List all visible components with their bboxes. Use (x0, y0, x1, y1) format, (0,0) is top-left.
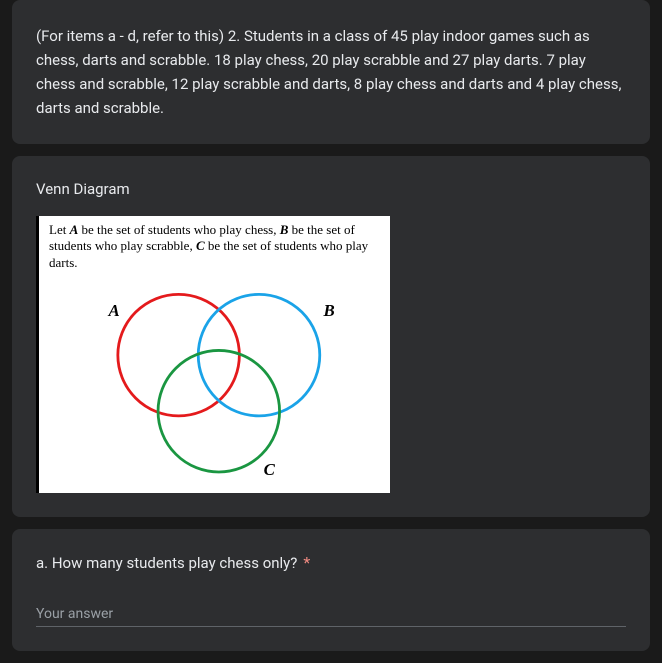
venn-circle-a (118, 294, 240, 416)
venn-desc-p1: Let (49, 222, 70, 237)
venn-label-c: C (264, 460, 276, 479)
venn-card: Venn Diagram Let A be the set of student… (12, 156, 650, 517)
required-mark: * (303, 553, 310, 572)
question-a-card: a. How many students play chess only? * (12, 529, 650, 651)
venn-circle-b (198, 294, 320, 416)
problem-card: (For items a - d, refer to this) 2. Stud… (12, 0, 650, 144)
question-a-row: a. How many students play chess only? * (36, 553, 626, 572)
venn-desc-c: C (196, 238, 205, 253)
venn-title: Venn Diagram (36, 180, 626, 198)
venn-desc-p2: be the set of students who play chess, (78, 222, 279, 237)
answer-input[interactable] (36, 600, 626, 627)
venn-circle-c (158, 350, 280, 472)
venn-figure: Let A be the set of students who play ch… (36, 216, 390, 493)
question-a-label: a. How many students play chess only? (36, 554, 297, 572)
venn-description: Let A be the set of students who play ch… (49, 222, 380, 271)
venn-svg: A B C (49, 271, 383, 486)
problem-text: (For items a - d, refer to this) 2. Stud… (36, 24, 626, 120)
venn-label-a: A (108, 301, 120, 320)
venn-label-b: B (323, 301, 335, 320)
venn-desc-a: A (70, 222, 79, 237)
